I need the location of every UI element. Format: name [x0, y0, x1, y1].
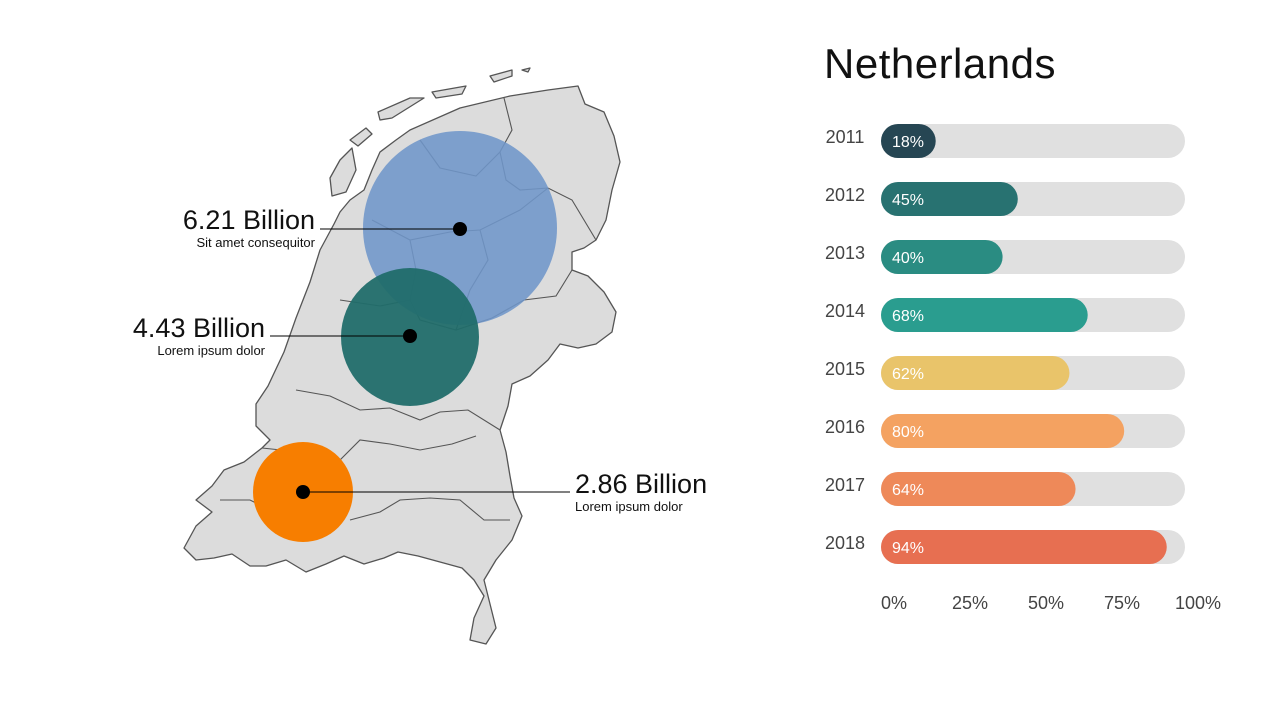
year-label-2012: 2012	[825, 185, 865, 205]
bar-2012	[881, 182, 1018, 216]
bar-2014	[881, 298, 1088, 332]
callout-3-value: 2.86 Billion	[575, 469, 708, 499]
island-texel	[329, 147, 357, 197]
island-schiermonnikoog	[489, 69, 513, 83]
callout-3: 2.86 Billion Lorem ipsum dolor	[575, 469, 707, 515]
value-label-2016: 80%	[892, 424, 924, 441]
x-tick-label: 75%	[1104, 593, 1140, 613]
x-tick-label: 0%	[881, 593, 907, 613]
bar-track-2011	[881, 124, 1185, 158]
island-terschelling	[377, 97, 425, 121]
bar-2013	[881, 240, 1003, 274]
bar-2016	[881, 414, 1125, 448]
island-ameland	[431, 85, 467, 99]
x-tick-label: 50%	[1028, 593, 1064, 613]
callout-2-caption: Lorem ipsum dolor	[157, 343, 265, 358]
year-label-2017: 2017	[825, 475, 865, 495]
year-label-2015: 2015	[825, 359, 865, 379]
value-label-2017: 64%	[892, 482, 924, 499]
year-label-2016: 2016	[825, 417, 865, 437]
value-label-2015: 62%	[892, 366, 924, 383]
callout-2-value: 4.43 Billion	[132, 313, 265, 343]
island-rottumeroog	[521, 67, 531, 73]
value-label-2011: 18%	[892, 134, 924, 151]
value-label-2018: 94%	[892, 540, 924, 557]
bar-2018	[881, 530, 1167, 564]
value-label-2014: 68%	[892, 308, 924, 325]
chart-title: Netherlands	[824, 40, 1056, 87]
callout-3-caption: Lorem ipsum dolor	[575, 499, 683, 514]
callout-1-value: 6.21 Billion	[182, 205, 315, 235]
year-label-2013: 2013	[825, 243, 865, 263]
callout-1: 6.21 Billion Sit amet consequitor	[183, 205, 315, 251]
year-label-2018: 2018	[825, 533, 865, 553]
bar-2011	[881, 124, 936, 158]
year-label-2011: 2011	[826, 127, 865, 147]
callout-1-caption: Sit amet consequitor	[196, 235, 315, 250]
marker-dot-1	[453, 222, 467, 236]
island-vlieland	[349, 127, 373, 147]
value-label-2012: 45%	[892, 192, 924, 209]
x-tick-label: 100%	[1175, 593, 1221, 613]
progress-bar-chart: 2011 18% 2012 45% 2013 40% 2014 68% 2015 62% 2016 8…	[825, 124, 1221, 613]
callout-2: 4.43 Billion Lorem ipsum dolor	[133, 313, 265, 359]
marker-dot-2	[403, 329, 417, 343]
marker-dot-3	[296, 485, 310, 499]
bar-2015	[881, 356, 1070, 390]
x-tick-label: 25%	[952, 593, 988, 613]
value-label-2013: 40%	[892, 250, 924, 267]
year-label-2014: 2014	[825, 301, 865, 321]
bar-2017	[881, 472, 1076, 506]
